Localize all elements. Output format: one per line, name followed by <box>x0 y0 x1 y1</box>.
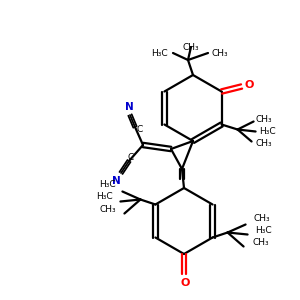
Text: O: O <box>180 278 190 288</box>
Text: CH₃: CH₃ <box>256 139 272 148</box>
Text: CH₃: CH₃ <box>100 205 116 214</box>
Text: H₃C: H₃C <box>260 127 276 136</box>
Text: CH₃: CH₃ <box>253 238 269 247</box>
Text: CH₃: CH₃ <box>254 214 270 223</box>
Text: H₃C: H₃C <box>99 180 116 189</box>
Text: CH₃: CH₃ <box>183 43 199 52</box>
Text: H₃C: H₃C <box>96 192 112 201</box>
Text: C: C <box>128 152 134 161</box>
Text: CH₃: CH₃ <box>256 115 272 124</box>
Text: N: N <box>124 102 134 112</box>
Text: CH₃: CH₃ <box>211 49 228 58</box>
Text: H₃C: H₃C <box>256 226 272 235</box>
Text: N: N <box>112 176 120 186</box>
Text: H₃C: H₃C <box>152 49 168 58</box>
Text: C: C <box>137 124 143 134</box>
Text: O: O <box>245 80 254 91</box>
